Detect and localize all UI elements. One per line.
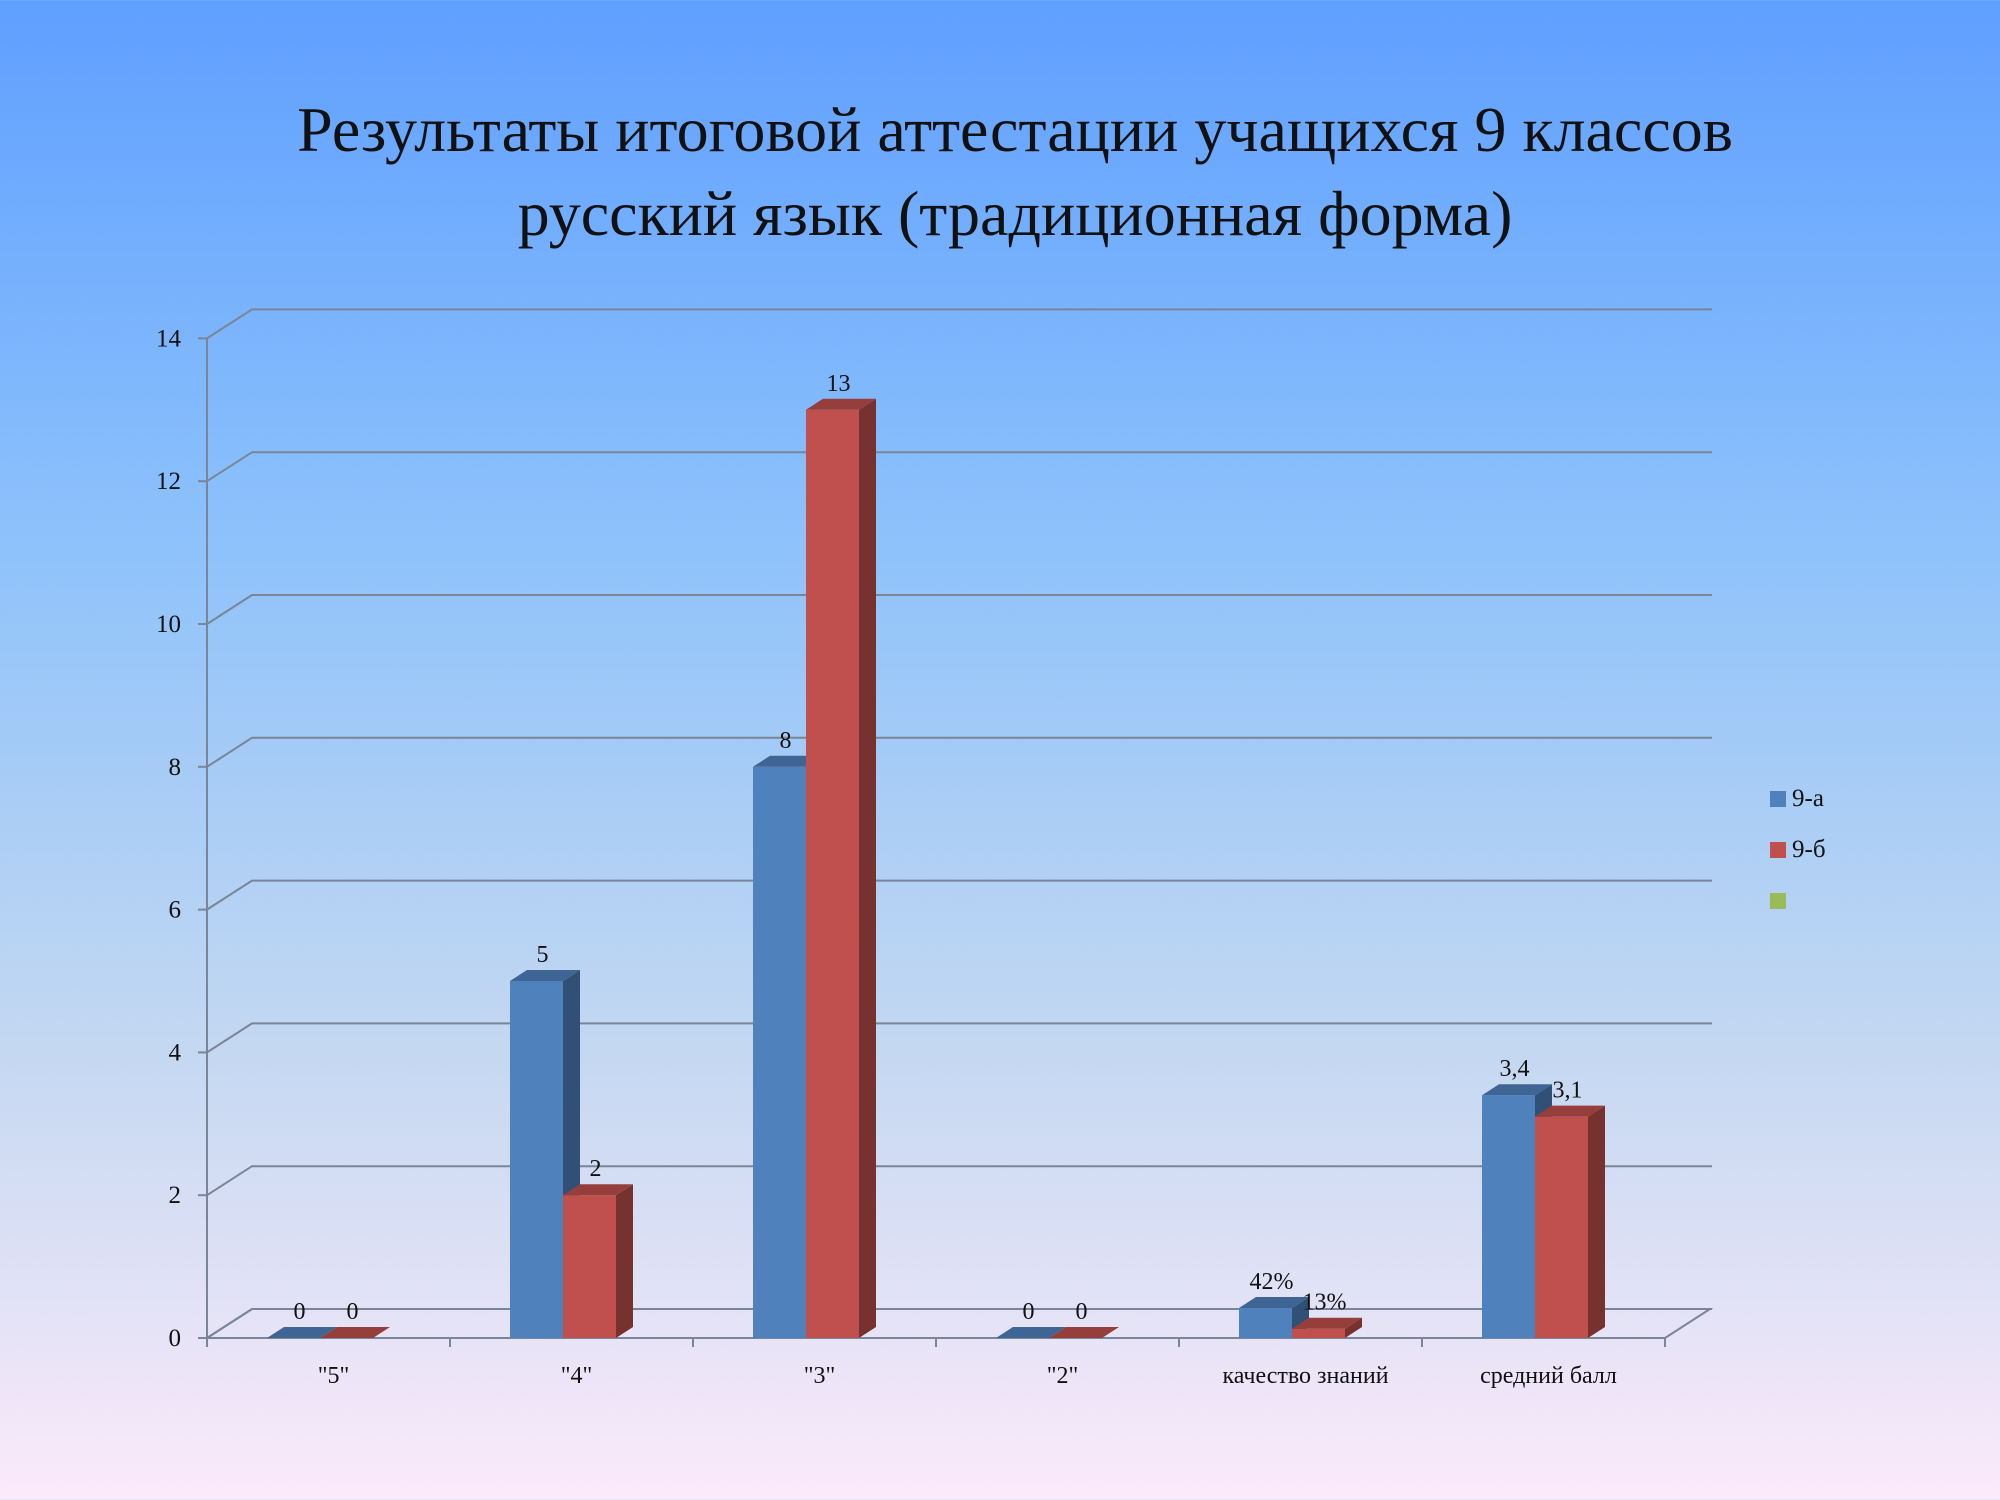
bar-top bbox=[320, 1327, 390, 1338]
bar-top bbox=[753, 755, 823, 767]
bar-side bbox=[616, 1184, 633, 1338]
bar-top bbox=[1292, 1317, 1362, 1329]
title-line-1: Результаты итоговой аттестации учащихся … bbox=[297, 94, 1733, 165]
gridline bbox=[206, 308, 1712, 340]
y-tick-label: 10 bbox=[156, 611, 181, 638]
data-label: 13% bbox=[1303, 1290, 1347, 1316]
legend-item-9a: 9-а bbox=[1770, 773, 1826, 824]
data-label: 42% bbox=[1250, 1269, 1294, 1295]
y-tick-label: 0 bbox=[169, 1325, 182, 1352]
gridline bbox=[206, 736, 1712, 768]
data-label: 5 bbox=[537, 942, 549, 968]
bar-side bbox=[1588, 1105, 1605, 1338]
data-label: 0 bbox=[1023, 1299, 1035, 1325]
bar-front-9a bbox=[510, 981, 563, 1338]
bar-front-9b bbox=[1292, 1328, 1345, 1338]
legend-label-9a: 9-а bbox=[1792, 784, 1824, 812]
legend-item-3 bbox=[1770, 875, 1826, 926]
bar-top bbox=[1535, 1105, 1605, 1117]
legend-label-9b: 9-б bbox=[1792, 835, 1826, 863]
gridline bbox=[206, 451, 1712, 483]
bar-top bbox=[563, 1184, 633, 1196]
bar-top bbox=[806, 398, 876, 410]
data-label: 3,1 bbox=[1553, 1078, 1583, 1104]
chart-title: Результаты итоговой аттестации учащихся … bbox=[0, 88, 2000, 256]
gridline bbox=[206, 1165, 1712, 1197]
x-category-label: качество знаний bbox=[1222, 1363, 1388, 1389]
bar-front-9a bbox=[1239, 1308, 1292, 1338]
data-label: 0 bbox=[347, 1299, 359, 1325]
data-label: 2 bbox=[590, 1156, 602, 1182]
legend-swatch-3 bbox=[1770, 892, 1786, 909]
bar-front-9b bbox=[806, 409, 859, 1338]
bar-front-9a bbox=[1482, 1095, 1535, 1338]
bar-side bbox=[859, 398, 876, 1338]
gridline bbox=[206, 1022, 1712, 1054]
y-tick-label: 2 bbox=[169, 1182, 182, 1209]
bar-top bbox=[510, 970, 580, 981]
gridline bbox=[206, 1308, 1712, 1339]
bar-front-9b bbox=[1535, 1116, 1588, 1338]
x-category-label: "5" bbox=[318, 1363, 350, 1389]
y-tick-label: 14 bbox=[156, 325, 182, 352]
y-tick-label: 4 bbox=[169, 1039, 182, 1066]
bar-top bbox=[267, 1327, 337, 1338]
bar-front-9a bbox=[753, 766, 806, 1338]
data-label: 8 bbox=[780, 728, 792, 754]
bar-top bbox=[1049, 1327, 1119, 1338]
bar-top bbox=[1482, 1084, 1552, 1096]
bar-top bbox=[996, 1327, 1066, 1338]
gridline bbox=[206, 594, 1712, 625]
y-tick-label: 6 bbox=[169, 897, 182, 924]
x-category-label: "3" bbox=[804, 1363, 836, 1389]
legend-swatch-9b bbox=[1770, 841, 1786, 858]
y-tick-label: 12 bbox=[156, 468, 181, 495]
x-category-label: средний балл bbox=[1480, 1363, 1617, 1389]
gridline bbox=[206, 879, 1712, 911]
data-label: 0 bbox=[294, 1299, 306, 1325]
x-category-label: "2" bbox=[1047, 1363, 1079, 1389]
y-tick-label: 8 bbox=[169, 754, 182, 781]
legend-item-9b: 9-б bbox=[1770, 824, 1826, 875]
legend: 9-а 9-б bbox=[1770, 773, 1826, 926]
data-label: 0 bbox=[1076, 1299, 1088, 1325]
title-line-2: русский язык (традиционная форма) bbox=[517, 178, 1513, 249]
data-label: 3,4 bbox=[1500, 1056, 1530, 1082]
x-category-label: "4" bbox=[561, 1363, 593, 1389]
data-label: 13 bbox=[827, 371, 851, 397]
legend-swatch-9a bbox=[1770, 790, 1786, 807]
bar-top bbox=[1239, 1297, 1309, 1309]
bar-side bbox=[1345, 1317, 1362, 1338]
bar-front-9b bbox=[563, 1195, 616, 1338]
